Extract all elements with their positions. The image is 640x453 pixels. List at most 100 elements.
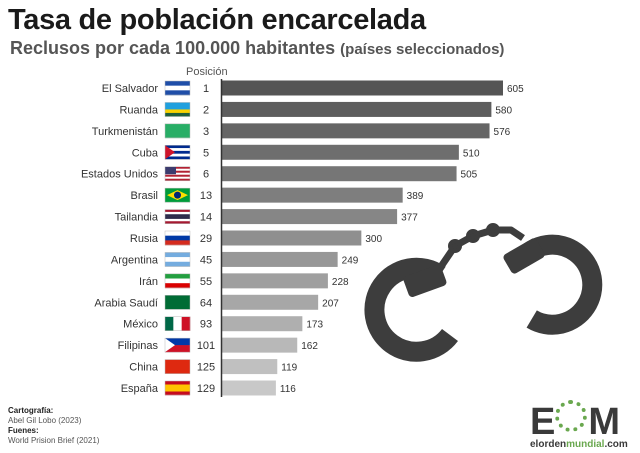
position-label: 6 (203, 169, 209, 181)
bar-row: Filipinas 101 162 (118, 337, 318, 353)
value-label: 580 (495, 105, 512, 116)
category-label: Rusia (130, 233, 159, 245)
category-label: Brasil (130, 190, 158, 202)
bar-row: Estados Unidos 6 505 (81, 166, 478, 182)
bar (222, 251, 338, 267)
category-label: España (121, 383, 159, 395)
bar-row: Turkmenistán 3 576 (92, 123, 511, 139)
url-suffix: .com (604, 439, 628, 450)
category-label: Ruanda (119, 104, 158, 116)
bar (222, 380, 276, 396)
position-label: 45 (200, 254, 212, 266)
position-label: 64 (200, 297, 212, 309)
position-label: 3 (203, 126, 209, 138)
value-label: 605 (507, 84, 524, 95)
flag-icon (164, 145, 191, 160)
logo-o-icon (555, 400, 588, 432)
bar (222, 187, 403, 203)
value-label: 173 (306, 320, 323, 331)
category-label: Cuba (132, 147, 159, 159)
bar-row: Tailandia 14 377 (115, 209, 418, 225)
bar (222, 101, 492, 117)
value-label: 505 (461, 170, 478, 181)
position-header: Posición (186, 66, 228, 78)
logo-e: E (530, 401, 555, 443)
bar (222, 359, 278, 375)
chart-subtitle: Reclusos por cada 100.000 habitantes (pa… (10, 38, 504, 59)
handcuffs-icon (364, 223, 603, 362)
position-label: 1 (203, 83, 209, 95)
position-label: 129 (197, 383, 215, 395)
bar (222, 123, 490, 139)
category-label: Tailandia (115, 212, 159, 224)
flag-icon (164, 102, 191, 117)
category-label: México (123, 319, 158, 331)
position-label: 29 (200, 233, 212, 245)
bar-row: México 93 173 (123, 316, 323, 332)
value-label: 389 (407, 191, 424, 202)
position-label: 101 (197, 340, 215, 352)
category-label: Filipinas (118, 340, 159, 352)
flag-icon (164, 316, 191, 331)
bar-row: Irán 55 228 (139, 273, 349, 289)
position-label: 2 (203, 104, 209, 116)
category-label: Estados Unidos (81, 169, 159, 181)
value-label: 207 (322, 298, 339, 309)
flag-icon (164, 252, 191, 267)
flag-icon (164, 166, 191, 182)
subtitle-paren: (países seleccionados) (340, 41, 505, 58)
flag-icon (164, 359, 191, 374)
position-label: 125 (197, 362, 215, 374)
bar (222, 80, 503, 96)
position-label: 55 (200, 276, 212, 288)
credit-value: Abel Gil Lobo (2023) (8, 416, 82, 425)
bar (222, 316, 303, 332)
bar-row: Brasil 13 389 (130, 187, 424, 203)
bar-row: Arabia Saudí 64 207 (94, 294, 339, 310)
position-label: 13 (200, 190, 212, 202)
credit-label: Cartografía: (8, 406, 54, 415)
bar (222, 294, 319, 310)
logo-m: M (588, 401, 620, 443)
flag-icon (164, 123, 191, 139)
value-label: 377 (401, 213, 418, 224)
chart-title: Tasa de población encarcelada (8, 4, 426, 36)
category-label: Irán (139, 276, 158, 288)
category-label: El Salvador (102, 83, 159, 95)
bar-row: Rusia 29 300 (130, 230, 382, 246)
flag-icon (164, 209, 191, 224)
bar (222, 209, 398, 225)
logo-url: elordenmundial.com (530, 439, 635, 450)
url-prefix: elorden (530, 439, 567, 450)
value-label: 228 (332, 277, 349, 288)
bar-row: China 125 119 (129, 359, 298, 375)
category-label: Arabia Saudí (94, 297, 158, 309)
flag-icon (164, 273, 191, 289)
bar (222, 230, 362, 246)
footer-credits: Cartografía: Abel Gil Lobo (2023) Fuenes… (8, 406, 99, 446)
flag-icon (164, 187, 191, 203)
bar-row: Ruanda 2 580 (119, 101, 513, 117)
flag-icon (164, 80, 191, 96)
flag-icon (164, 380, 191, 396)
value-label: 576 (494, 127, 511, 138)
bar-row: Cuba 5 510 (132, 144, 480, 160)
bar (222, 166, 457, 182)
source-label: Fuenes: (8, 426, 39, 435)
source-value: World Prision Brief (2021) (8, 436, 100, 445)
position-label: 14 (200, 212, 212, 224)
bar-row: Argentina 45 249 (111, 251, 359, 267)
url-mid: mundial (566, 439, 605, 450)
value-label: 119 (281, 363, 297, 374)
bar-row: España 129 116 (121, 380, 296, 396)
value-label: 116 (280, 384, 296, 395)
subtitle-main: Reclusos por cada 100.000 habitantes (10, 38, 336, 58)
position-label: 93 (200, 319, 212, 331)
position-label: 5 (203, 147, 209, 159)
category-label: Argentina (111, 254, 159, 266)
value-label: 510 (463, 148, 480, 159)
category-label: China (129, 362, 159, 374)
bar (222, 337, 298, 353)
